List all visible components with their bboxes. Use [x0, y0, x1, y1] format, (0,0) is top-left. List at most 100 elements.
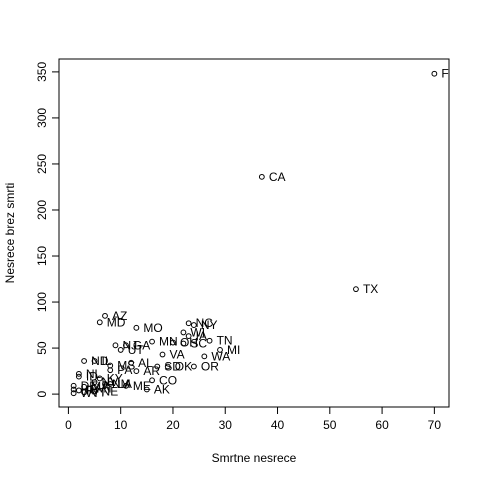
- y-tick-label: 50: [35, 341, 49, 355]
- data-point: [180, 340, 187, 347]
- point-label: PA: [117, 363, 132, 377]
- point-label: NM: [112, 377, 131, 391]
- data-point: [81, 358, 87, 364]
- plot-area-frame: [58, 58, 450, 408]
- point-label: CO: [159, 373, 177, 387]
- point-label: WY: [81, 386, 100, 400]
- point-label: SD: [164, 359, 181, 373]
- y-tick-label: 100: [35, 292, 49, 312]
- data-point: [117, 347, 124, 353]
- data-point: [190, 363, 197, 370]
- y-axis-title: Nesrece brez smrti: [3, 183, 17, 284]
- x-tick-label: 0: [65, 418, 72, 432]
- point-label: AK: [154, 383, 170, 397]
- data-point: [102, 312, 108, 319]
- y-tick-label: 0: [35, 390, 49, 397]
- data-point: [91, 379, 98, 386]
- data-point: [91, 358, 98, 364]
- point-label: MD: [107, 315, 126, 329]
- data-point: [149, 338, 155, 345]
- data-point: [258, 173, 265, 180]
- point-label: TX: [363, 282, 378, 296]
- point-label: NY: [201, 318, 218, 332]
- data-point: [75, 370, 82, 377]
- data-point: [75, 373, 82, 380]
- data-point: [201, 353, 208, 360]
- x-axis: 0 10 20 30 40 50 60 70: [65, 406, 442, 432]
- data-point: [431, 70, 438, 77]
- y-axis: 0 50 100 150 200 250 300 350: [35, 62, 60, 397]
- x-tick-label: 70: [428, 418, 442, 432]
- x-tick-label: 50: [323, 418, 337, 432]
- point-label: WI: [190, 325, 205, 339]
- data-point: [107, 367, 114, 374]
- point-label: F: [441, 67, 448, 81]
- data-point: [123, 382, 129, 389]
- data-point: [149, 377, 155, 384]
- point-label: NV: [102, 375, 119, 389]
- point-label: MI: [227, 343, 240, 357]
- data-point: [91, 388, 98, 395]
- data-point: [128, 359, 135, 366]
- point-label: MT: [96, 382, 114, 396]
- point-label: VA: [170, 348, 185, 362]
- data-point: [133, 368, 140, 374]
- point-label: GA: [133, 338, 150, 352]
- point-label: AR: [143, 364, 160, 378]
- point-label: SC: [190, 336, 207, 350]
- data-point: [75, 387, 82, 394]
- data-point: [217, 347, 223, 353]
- point-label: OK: [175, 359, 192, 373]
- point-label: IA: [196, 329, 207, 343]
- data-point: [154, 363, 161, 370]
- point-label: UT: [128, 343, 145, 357]
- y-tick-label: 300: [35, 108, 49, 128]
- point-label: ME: [133, 379, 151, 393]
- data-point: [81, 383, 87, 390]
- point-label: OR: [201, 359, 219, 373]
- data-point: [86, 385, 93, 392]
- point-label: MO: [143, 321, 162, 335]
- point-label: NE: [102, 384, 119, 398]
- data-point: [159, 351, 166, 358]
- point-label: WA: [211, 349, 230, 363]
- y-tick-label: 350: [35, 62, 49, 82]
- data-point: [96, 319, 103, 326]
- data-point: [180, 329, 187, 336]
- point-label: NJ: [122, 338, 137, 352]
- x-tick-label: 20: [166, 418, 180, 432]
- data-point: [185, 320, 192, 327]
- point-label: AZ: [112, 309, 127, 323]
- point-label: IL: [102, 354, 112, 368]
- x-tick-label: 60: [375, 418, 389, 432]
- data-point: [143, 386, 150, 393]
- data-point: [170, 339, 176, 346]
- point-label: ND: [91, 354, 109, 368]
- point-label: MA: [91, 380, 109, 394]
- data-point: [123, 342, 129, 349]
- data-point: [353, 286, 359, 293]
- point-label: CA: [269, 170, 286, 184]
- data-point: [164, 363, 171, 370]
- point-label: TN: [217, 334, 233, 348]
- data-point: [70, 382, 77, 389]
- x-axis-title: Smrtne nesrece: [212, 451, 297, 465]
- y-tick-label: 150: [35, 246, 49, 266]
- data-point: [190, 322, 197, 328]
- x-tick-label: 10: [114, 418, 128, 432]
- y-tick-label: 200: [35, 200, 49, 220]
- point-label: MS: [117, 359, 135, 373]
- y-tick-label: 250: [35, 154, 49, 174]
- data-point: [96, 375, 103, 382]
- point-label: NC: [196, 316, 214, 330]
- point-label: HI: [81, 383, 93, 397]
- x-tick-label: 40: [271, 418, 285, 432]
- data-point: [107, 381, 114, 387]
- data-point: [70, 390, 77, 397]
- x-tick-label: 30: [219, 418, 233, 432]
- data-point: [70, 386, 77, 393]
- data-point: [112, 342, 119, 349]
- data-point: [133, 324, 140, 331]
